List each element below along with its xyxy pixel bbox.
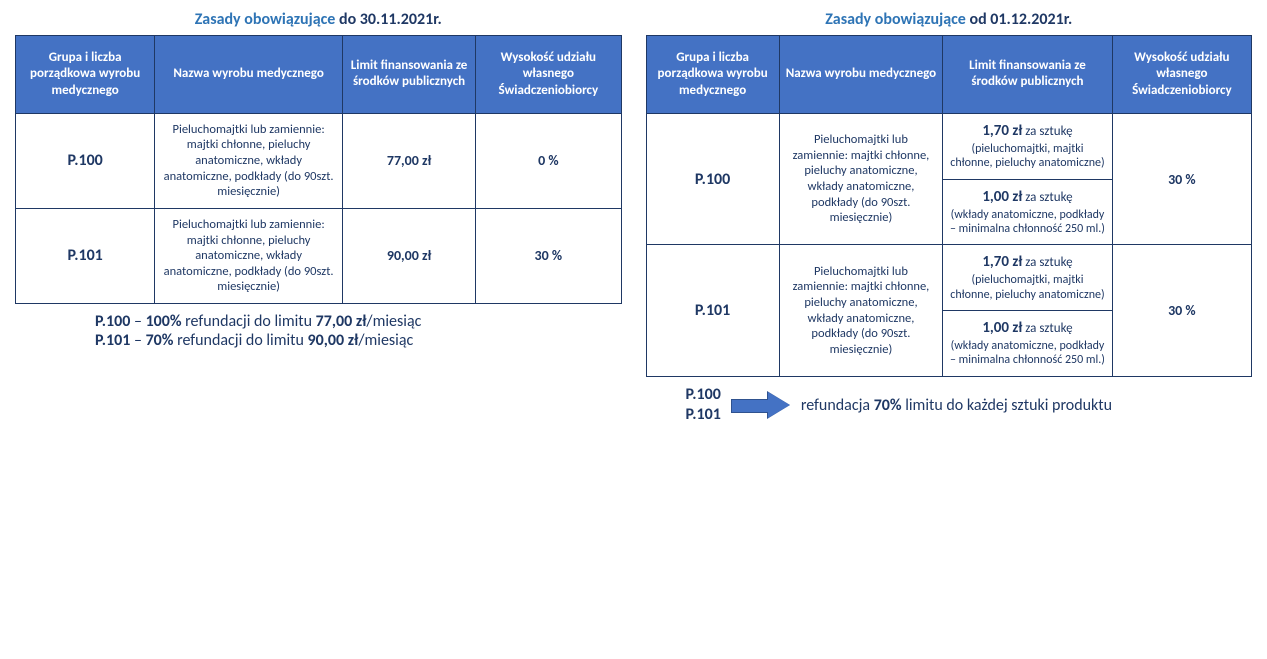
left-title: Zasady obowiązujące do 30.11.2021r. [15, 10, 622, 29]
right-footer: P.100 P.101 refundacja 70% limitu do każ… [646, 385, 1253, 425]
cell-share: 30 % [476, 208, 621, 303]
cell-name: Pieluchomajtki lub zamiennie: majtki chł… [155, 113, 343, 208]
cell-share: 30 % [1112, 245, 1251, 377]
right-header-1: Nazwa wyrobu medycznego [779, 36, 942, 114]
comparison-wrapper: Zasady obowiązujące do 30.11.2021r. Grup… [15, 10, 1252, 425]
cell-code: P.100 [16, 113, 155, 208]
cell-name: Pieluchomajtki lub zamiennie: majtki chł… [779, 113, 942, 245]
cell-limit: 77,00 zł [342, 113, 475, 208]
left-header-2: Limit finansowania ze środków publicznyc… [342, 36, 475, 114]
right-header-3: Wysokość udziału własnego Świadczeniobio… [1112, 36, 1251, 114]
right-footer-text: refundacja 70% limitu do każdej sztuki p… [801, 396, 1112, 415]
cell-limit-b: 1,00 zł za sztukę (wkłady anatomiczne, p… [943, 179, 1113, 245]
left-title-date: do 30.11.2021r. [339, 10, 442, 29]
cell-code: P.100 [646, 113, 779, 245]
left-footer: P.100 – 100% refundacji do limitu 77,00 … [15, 312, 622, 350]
left-title-prefix: Zasady obowiązujące [195, 10, 339, 29]
left-header-3: Wysokość udziału własnego Świadczeniobio… [476, 36, 621, 114]
left-table: Grupa i liczba porządkowa wyrobu medyczn… [15, 35, 622, 304]
left-footer-line2: P.101 – 70% refundacji do limitu 90,00 z… [95, 331, 622, 350]
cell-code: P.101 [646, 245, 779, 377]
cell-limit-a: 1,70 zł za sztukę (pieluchomajtki, majtk… [943, 245, 1113, 311]
table-row: P.100 Pieluchomajtki lub zamiennie: majt… [16, 113, 622, 208]
right-header-0: Grupa i liczba porządkowa wyrobu medyczn… [646, 36, 779, 114]
cell-share: 30 % [1112, 113, 1251, 245]
cell-share: 0 % [476, 113, 621, 208]
left-header-0: Grupa i liczba porządkowa wyrobu medyczn… [16, 36, 155, 114]
right-panel: Zasady obowiązujące od 01.12.2021r. Grup… [646, 10, 1253, 425]
arrow-right-icon [731, 392, 791, 418]
right-title-prefix: Zasady obowiązujące [825, 10, 969, 29]
cell-name: Pieluchomajtki lub zamiennie: majtki chł… [779, 245, 942, 377]
table-header-row: Grupa i liczba porządkowa wyrobu medyczn… [16, 36, 622, 114]
right-table: Grupa i liczba porządkowa wyrobu medyczn… [646, 35, 1253, 377]
left-footer-line1: P.100 – 100% refundacji do limitu 77,00 … [95, 312, 622, 331]
table-row: P.101 Pieluchomajtki lub zamiennie: majt… [646, 245, 1252, 311]
table-header-row: Grupa i liczba porządkowa wyrobu medyczn… [646, 36, 1252, 114]
right-header-2: Limit finansowania ze środków publicznyc… [943, 36, 1113, 114]
left-panel: Zasady obowiązujące do 30.11.2021r. Grup… [15, 10, 622, 350]
table-row: P.101 Pieluchomajtki lub zamiennie: majt… [16, 208, 622, 303]
cell-code: P.101 [16, 208, 155, 303]
table-row: P.100 Pieluchomajtki lub zamiennie: majt… [646, 113, 1252, 179]
right-title-date: od 01.12.2021r. [969, 10, 1072, 29]
cell-limit-b: 1,00 zł za sztukę (wkłady anatomiczne, p… [943, 311, 1113, 377]
cell-limit: 90,00 zł [342, 208, 475, 303]
cell-limit-a: 1,70 zł za sztukę (pieluchomajtki, majtk… [943, 113, 1113, 179]
right-footer-codes: P.100 P.101 [686, 385, 721, 425]
cell-name: Pieluchomajtki lub zamiennie: majtki chł… [155, 208, 343, 303]
left-header-1: Nazwa wyrobu medycznego [155, 36, 343, 114]
right-title: Zasady obowiązujące od 01.12.2021r. [646, 10, 1253, 29]
